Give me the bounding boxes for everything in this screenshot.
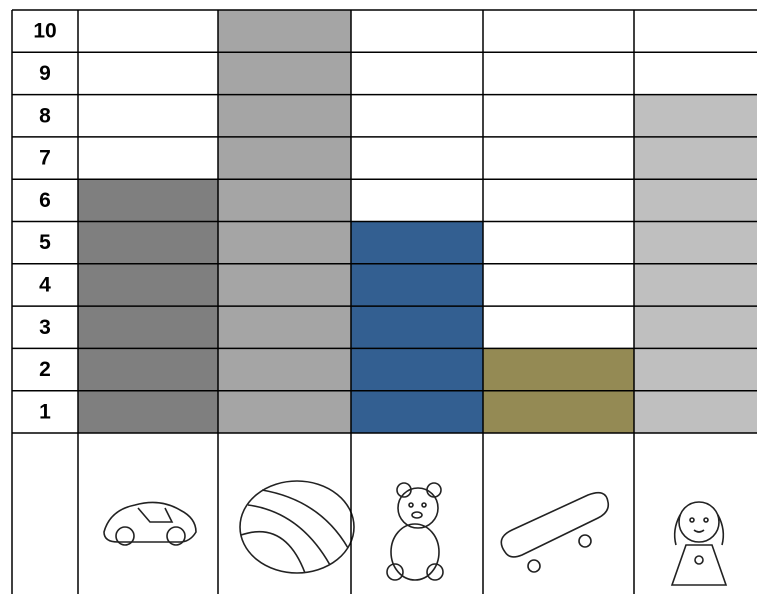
car-icon (103, 501, 197, 546)
y-tick-label: 9 (39, 62, 51, 85)
toy-icons (103, 480, 728, 586)
y-tick-label: 4 (39, 273, 51, 296)
y-tick-label: 2 (39, 358, 51, 381)
y-tick-label: 10 (33, 20, 56, 43)
y-tick-label: 5 (39, 231, 51, 254)
y-tick-label: 6 (39, 189, 51, 212)
y-tick-label: 7 (39, 147, 51, 170)
ball-icon (239, 480, 355, 574)
bar (351, 221, 483, 433)
y-tick-label: 3 (39, 316, 51, 339)
skateboard-icon (500, 491, 610, 573)
y-tick-label: 1 (39, 400, 51, 423)
bear-icon (386, 482, 444, 581)
doll-icon (670, 501, 728, 586)
y-tick-label: 8 (39, 104, 51, 127)
